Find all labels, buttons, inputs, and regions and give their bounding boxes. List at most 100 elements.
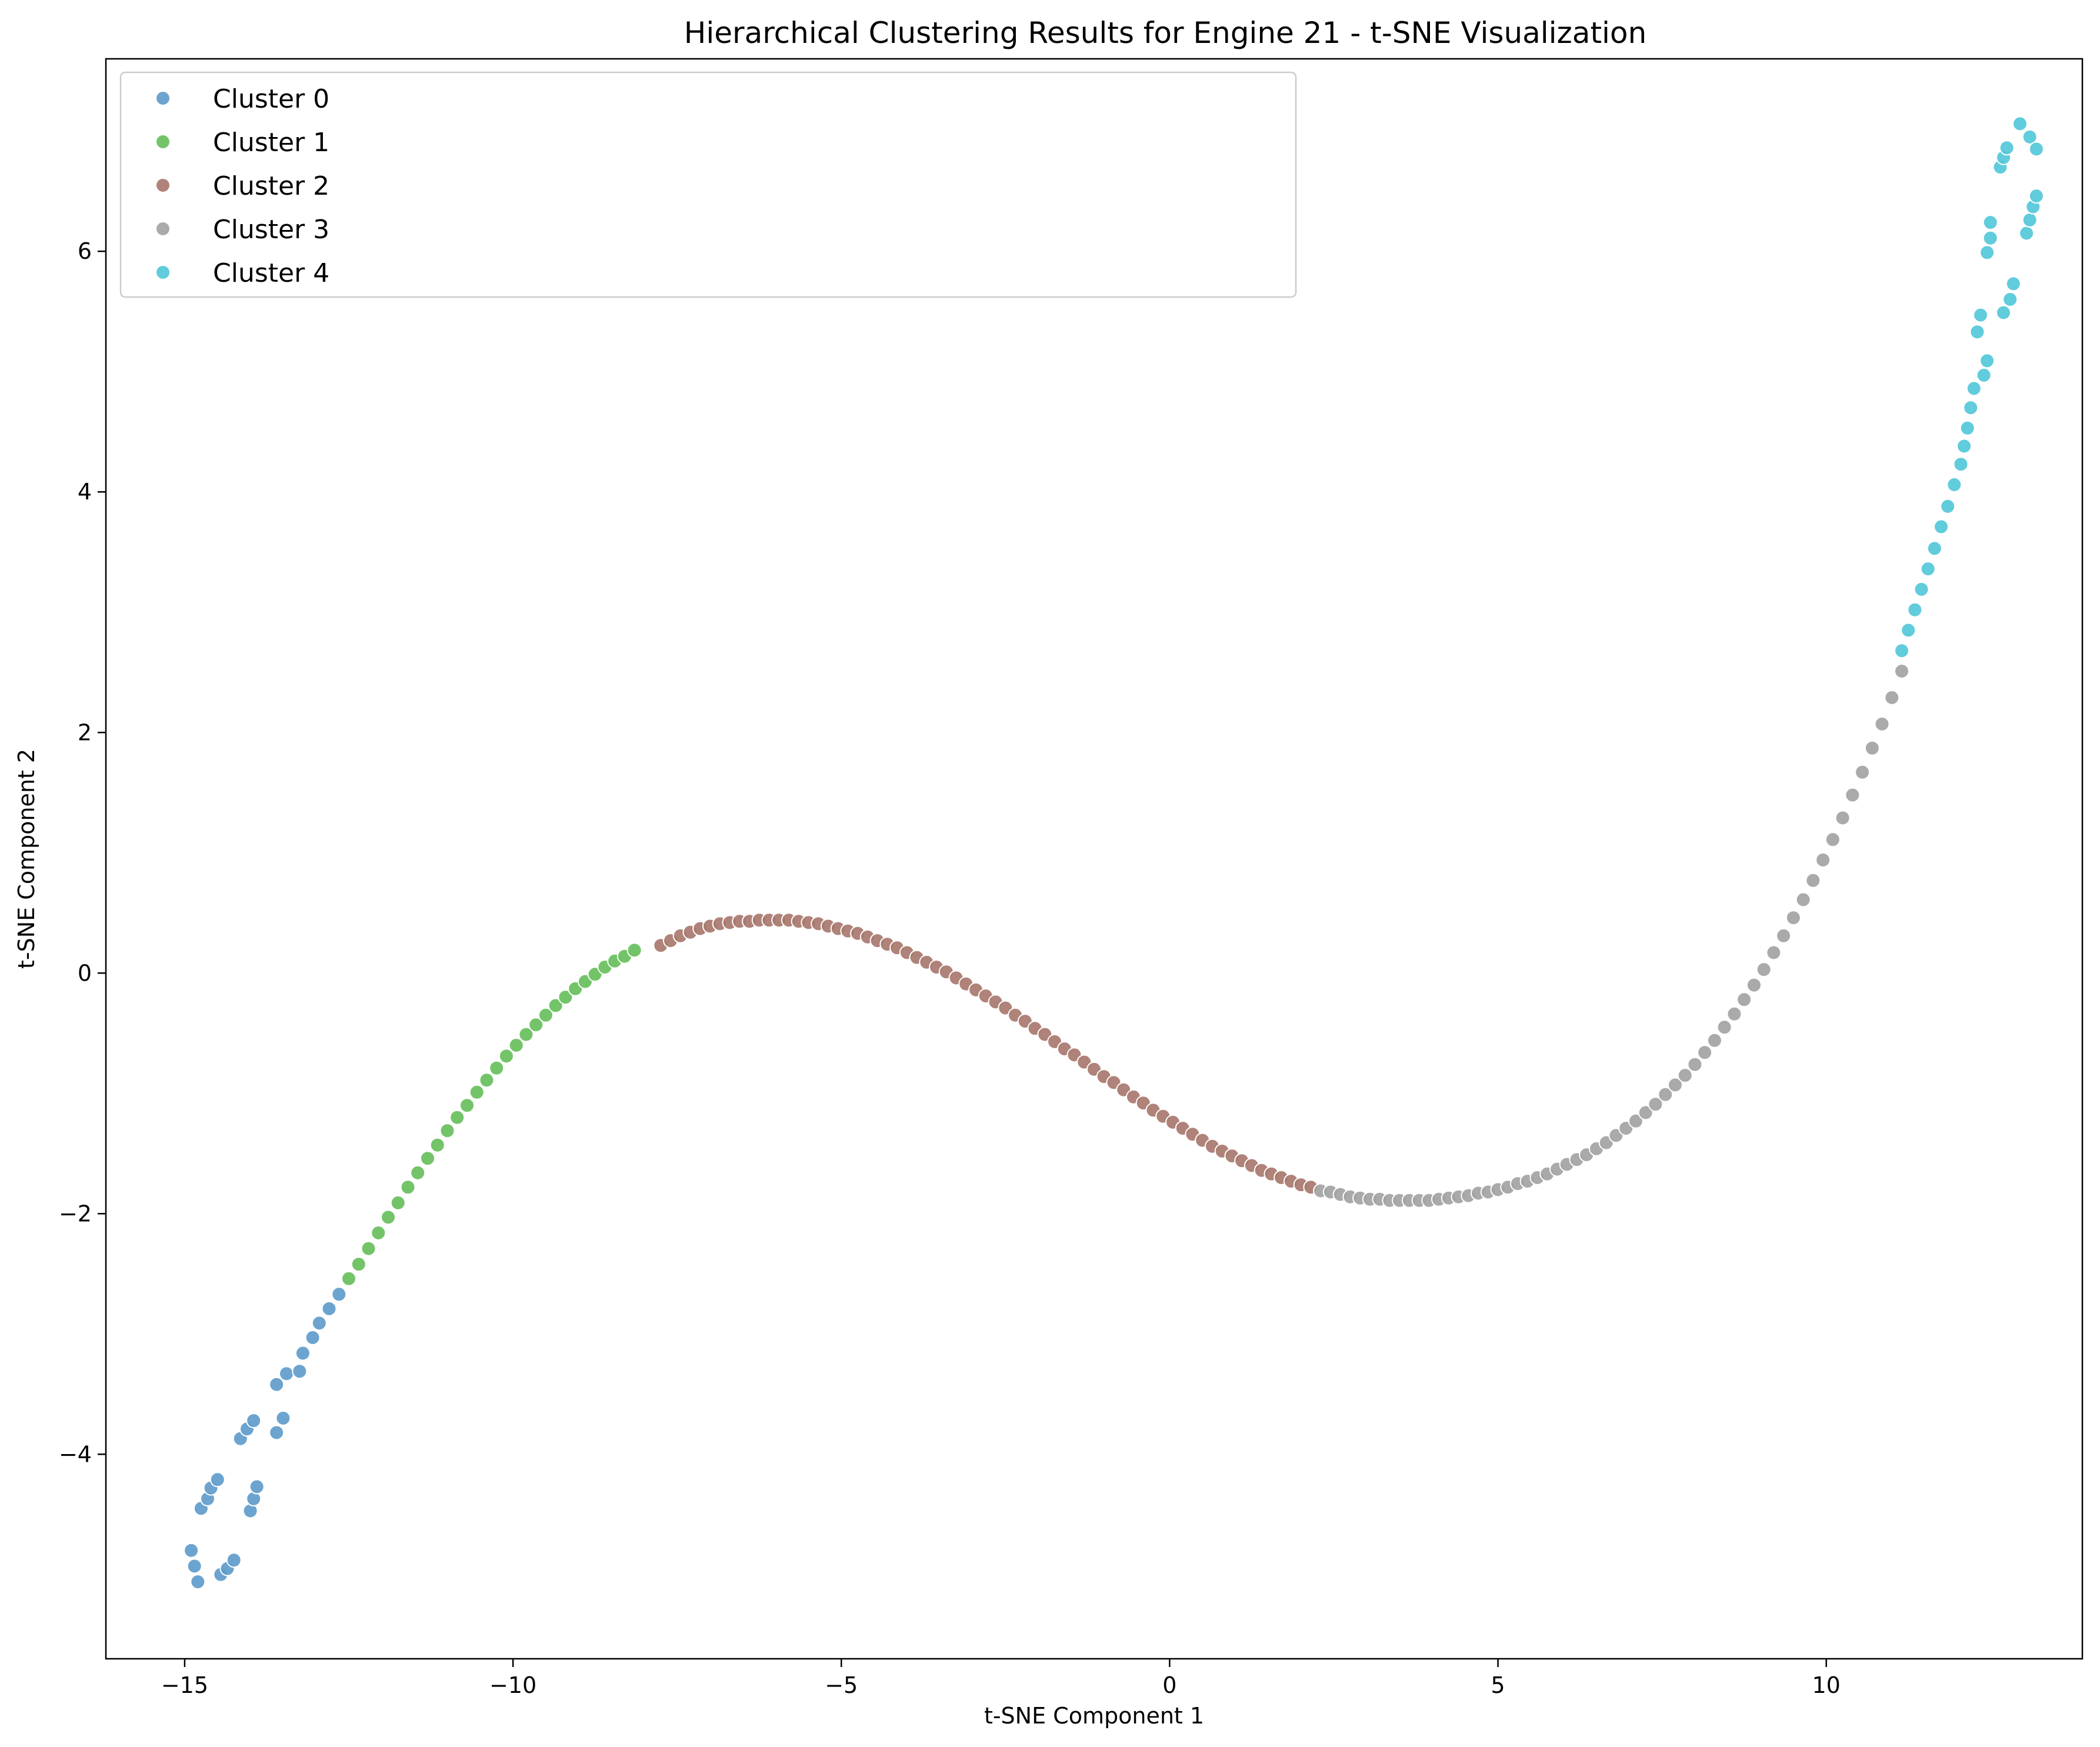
x-tick-label-0: −15 (161, 1672, 208, 1698)
point-cluster-3-49 (1795, 892, 1811, 908)
point-cluster-1-22 (558, 989, 574, 1005)
point-cluster-3-32 (1628, 1113, 1644, 1129)
legend-label-3: Cluster 3 (213, 215, 329, 245)
point-cluster-4-5 (1926, 541, 1942, 556)
y-tick-label-5: 6 (78, 238, 92, 264)
y-tick-label-3: 2 (78, 719, 92, 745)
point-cluster-4-30 (1999, 140, 2015, 156)
point-cluster-0-20 (292, 1363, 308, 1379)
point-cluster-4-20 (2005, 276, 2021, 292)
point-cluster-4-11 (1959, 420, 1975, 436)
x-tick-label-5: 10 (1812, 1672, 1840, 1698)
point-cluster-3-59 (1894, 664, 1909, 679)
point-cluster-4-1 (1901, 622, 1916, 638)
point-cluster-1-2 (361, 1241, 376, 1256)
point-cluster-3-42 (1726, 1006, 1742, 1022)
point-cluster-0-6 (209, 1472, 225, 1488)
point-cluster-3-44 (1746, 977, 1762, 993)
legend-marker-3 (155, 221, 171, 236)
point-cluster-4-7 (1940, 498, 1956, 514)
point-cluster-4-27 (2028, 188, 2044, 204)
point-cluster-1-15 (489, 1060, 505, 1076)
point-cluster-1-11 (449, 1109, 465, 1125)
legend-frame (119, 71, 1297, 298)
y-tick-label-2: 0 (78, 960, 92, 986)
point-cluster-4-22 (1982, 230, 1998, 246)
point-cluster-4-10 (1956, 438, 1972, 454)
legend-marker-0 (155, 91, 171, 106)
point-cluster-4-0 (1894, 643, 1909, 659)
point-cluster-4-31 (2012, 116, 2028, 132)
legend-label-1: Cluster 1 (213, 128, 329, 158)
point-cluster-1-9 (429, 1137, 445, 1153)
point-cluster-1-1 (351, 1256, 366, 1272)
legend-label-4: Cluster 4 (213, 258, 329, 288)
point-cluster-3-45 (1756, 962, 1772, 978)
point-cluster-1-29 (626, 942, 642, 958)
point-cluster-0-23 (311, 1315, 327, 1331)
point-cluster-3-56 (1864, 740, 1880, 756)
point-cluster-4-2 (1907, 602, 1923, 618)
point-cluster-3-50 (1805, 872, 1821, 888)
point-cluster-3-37 (1677, 1068, 1693, 1083)
point-cluster-0-15 (249, 1479, 265, 1495)
x-tick-label-3: 0 (1162, 1672, 1176, 1698)
point-cluster-4-12 (1963, 400, 1979, 416)
point-cluster-4-3 (1914, 581, 1929, 597)
point-cluster-0-1 (186, 1558, 202, 1574)
point-cluster-3-43 (1736, 992, 1752, 1008)
point-cluster-3-34 (1648, 1096, 1664, 1112)
point-cluster-3-57 (1874, 716, 1890, 732)
point-cluster-4-16 (1969, 324, 1985, 340)
point-cluster-3-47 (1776, 928, 1792, 943)
y-axis-ticks: −4 −2 0 2 4 6 (59, 238, 106, 1467)
point-cluster-0-16 (269, 1376, 285, 1392)
point-cluster-1-10 (439, 1123, 455, 1139)
chart-title: Hierarchical Clustering Results for Engi… (684, 16, 1646, 50)
point-cluster-0-22 (305, 1330, 321, 1345)
point-cluster-1-7 (410, 1165, 426, 1181)
x-tick-label-2: −5 (825, 1672, 858, 1698)
point-cluster-1-6 (400, 1179, 416, 1195)
point-cluster-4-32 (2022, 129, 2038, 145)
point-cluster-3-38 (1687, 1056, 1703, 1072)
point-cluster-3-53 (1835, 810, 1851, 826)
point-cluster-3-36 (1667, 1077, 1683, 1093)
point-cluster-1-16 (498, 1048, 514, 1064)
point-cluster-4-24 (2019, 225, 2035, 241)
point-cluster-4-15 (1979, 353, 1995, 369)
plot-frame (105, 58, 2084, 1660)
point-cluster-4-21 (1979, 245, 1995, 261)
point-cluster-3-51 (1815, 852, 1831, 868)
point-cluster-1-12 (459, 1098, 475, 1113)
plot-area (106, 59, 2082, 1659)
point-cluster-3-58 (1884, 690, 1900, 705)
point-cluster-4-9 (1953, 456, 1969, 472)
x-axis-ticks: −15 −10 −5 0 5 10 (161, 1659, 1841, 1698)
point-cluster-4-8 (1946, 477, 1962, 492)
point-cluster-1-18 (518, 1026, 534, 1042)
point-cluster-1-5 (390, 1195, 406, 1211)
legend-marker-1 (155, 134, 171, 149)
point-cluster-0-18 (275, 1411, 291, 1426)
y-axis-label: t-SNE Component 2 (14, 749, 39, 969)
point-cluster-0-21 (295, 1345, 311, 1361)
data-points (184, 116, 2044, 1590)
point-cluster-0-17 (269, 1425, 285, 1441)
point-cluster-0-19 (279, 1366, 294, 1382)
point-cluster-3-46 (1766, 945, 1782, 961)
y-tick-label-0: −4 (59, 1441, 92, 1467)
y-tick-label-1: −2 (59, 1201, 92, 1226)
point-cluster-3-52 (1825, 832, 1841, 848)
point-cluster-4-18 (1996, 305, 2011, 321)
point-cluster-4-6 (1934, 519, 1949, 535)
point-cluster-1-21 (548, 998, 564, 1013)
point-cluster-3-41 (1716, 1019, 1732, 1035)
point-cluster-3-33 (1638, 1105, 1654, 1121)
point-cluster-4-19 (2002, 292, 2018, 307)
point-cluster-1-20 (538, 1007, 554, 1023)
x-tick-label-1: −10 (489, 1672, 536, 1698)
legend-label-0: Cluster 0 (213, 84, 329, 114)
point-cluster-4-25 (2022, 212, 2038, 228)
